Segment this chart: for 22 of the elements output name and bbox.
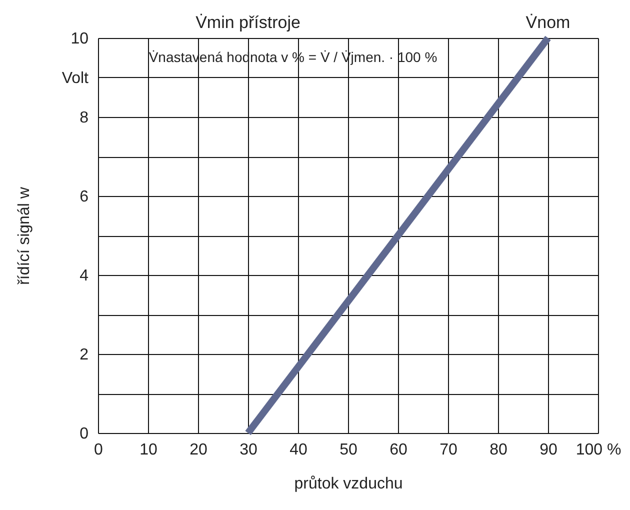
x-tick-label: 60 [390, 442, 408, 458]
y-tick-label: 6 [80, 188, 89, 206]
x-tick-label: 90 [540, 442, 558, 458]
x-tick-label: 30 [240, 442, 258, 458]
x-tick-label: 0 [94, 442, 104, 458]
x-tick-label: 100 % [576, 442, 622, 458]
x-tick-label: 40 [290, 442, 308, 458]
y-tick-label: 2 [80, 346, 89, 364]
y-axis-title: řídící signál w [16, 186, 33, 285]
y-tick-label: 0 [80, 426, 89, 442]
x-tick-label: 20 [190, 442, 208, 458]
x-tick-label: 70 [440, 442, 458, 458]
x-tick-label: 80 [490, 442, 508, 458]
y-tick-label: 4 [80, 268, 89, 284]
y-tick-label: 10 [70, 30, 89, 48]
y-tick-label: Volt [62, 70, 90, 87]
x-axis-title: průtok vzduchu [294, 476, 403, 492]
x-tick-label: 10 [140, 442, 158, 458]
text: V̇min přístroje [196, 13, 300, 32]
y-tick-label: 8 [80, 110, 89, 126]
text: V̇nom [526, 13, 570, 32]
x-tick-label: 50 [340, 442, 358, 458]
